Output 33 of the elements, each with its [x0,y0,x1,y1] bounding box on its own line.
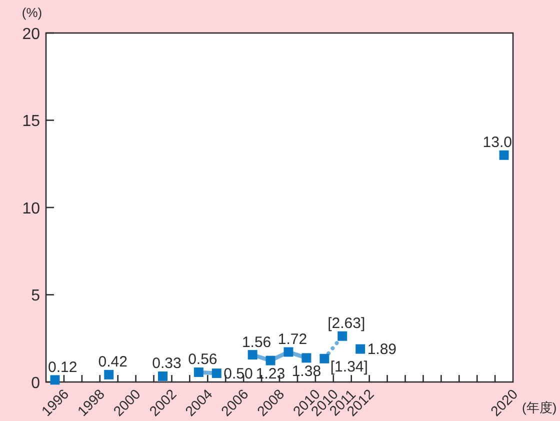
y-tick-label: 15 [22,113,40,130]
point [104,370,114,380]
data-label: 1.89 [367,341,397,358]
data-label: 1.23 [256,366,286,383]
point [284,347,294,357]
point [158,372,168,381]
data-label: 0.50 [224,365,253,382]
data-label: 0.12 [48,358,78,376]
data-label: 1.38 [292,362,322,380]
point [338,331,348,341]
data-label: [2.63] [328,315,366,332]
y-axis-title: (%) [22,5,42,20]
point [266,356,276,366]
x-axis-title: (年度) [522,400,557,415]
point [212,368,222,378]
y-tick-label: 20 [22,26,40,43]
data-label: 0.56 [188,351,218,368]
point [356,344,366,354]
point [320,354,330,364]
y-tick-label: 5 [31,288,40,305]
point [50,375,60,385]
data-label: 13.0 [482,134,512,152]
point [194,367,204,377]
y-tick-label: 0 [31,374,40,392]
point [248,350,258,360]
data-label: [1.34] [330,358,368,376]
data-label: 0.33 [152,355,182,372]
data-label: 0.42 [98,354,128,371]
data-label: 1.72 [278,330,308,348]
data-label: 1.56 [242,334,272,351]
point [499,150,509,160]
y-tick-label: 10 [22,200,40,218]
point [302,353,312,363]
